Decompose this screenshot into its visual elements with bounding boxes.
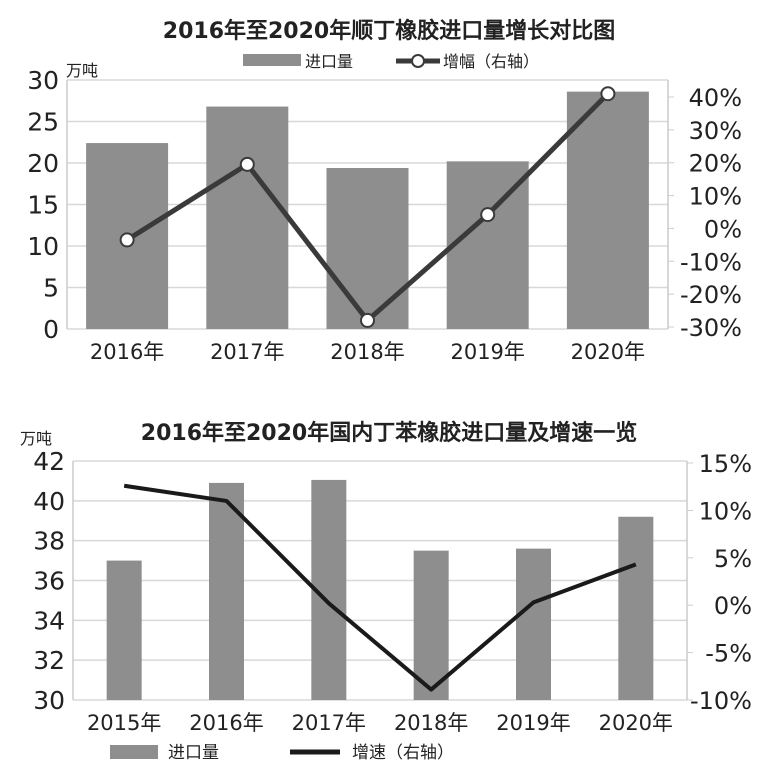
y-tick-label: 30 <box>33 686 65 715</box>
line-marker <box>600 86 616 102</box>
y2-tick-label: -10% <box>680 248 742 276</box>
line-series <box>123 483 637 692</box>
x-tick-label: 2018年 <box>394 711 468 735</box>
y-tick-label: 0 <box>43 315 59 344</box>
bar <box>209 482 244 700</box>
y-tick-label: 42 <box>33 447 65 476</box>
y2-tick-label: 5% <box>714 545 752 573</box>
y-tick-label: 30 <box>27 66 59 95</box>
chart-2-ylabel: 万吨 <box>20 429 52 448</box>
bar <box>326 167 409 329</box>
x-tick-label: 2015年 <box>87 711 161 735</box>
y2-tick-label: 30% <box>689 117 742 145</box>
bar <box>516 548 551 700</box>
chart-1: 2016年至2020年顺丁橡胶进口量增长对比图 万吨 进口量 增幅（右轴） 0 5… <box>27 18 742 364</box>
y-tick-label: 36 <box>33 567 65 596</box>
x-tick-label: 2017年 <box>210 340 284 364</box>
chart-2-title: 2016年至2020年国内丁苯橡胶进口量及增速一览 <box>141 420 637 446</box>
y2-tick-label: -5% <box>705 640 752 668</box>
y-tick-label: 32 <box>33 646 65 675</box>
x-tick-label: 2017年 <box>292 711 366 735</box>
legend-bar-swatch <box>110 745 158 759</box>
chart-1-ylabel: 万吨 <box>66 61 98 80</box>
line-marker <box>360 312 375 328</box>
y-tick-label: 40 <box>33 487 65 516</box>
bar <box>413 550 449 700</box>
y2-tick-label: 0% <box>704 215 742 243</box>
y2-tick-label: 0% <box>714 592 752 620</box>
y2-tick-label: 10% <box>699 497 752 525</box>
y2-tick-label: -30% <box>680 314 742 342</box>
legend-line-label: 增速（右轴） <box>352 743 454 763</box>
y-tick-label: 10 <box>27 232 59 261</box>
x-tick-label: 2019年 <box>450 340 524 364</box>
legend-bar-label: 进口量 <box>305 52 353 71</box>
y2-tick-label: 10% <box>689 183 742 211</box>
chart-1-title: 2016年至2020年顺丁橡胶进口量增长对比图 <box>163 18 615 44</box>
x-tick-label: 2019年 <box>496 711 570 735</box>
legend-bar-swatch <box>243 54 301 66</box>
y-tick-label: 15 <box>27 191 59 220</box>
chart-2: 2016年至2020年国内丁苯橡胶进口量及增速一览 万吨 进口量 增速（右轴） … <box>20 420 752 763</box>
y-tick-label: 20 <box>27 149 59 178</box>
bar <box>618 516 654 700</box>
y-tick-label: 34 <box>33 606 65 635</box>
legend-line-label: 增幅（右轴） <box>443 52 539 71</box>
legend-bar-label: 进口量 <box>168 743 219 763</box>
line-marker <box>239 156 255 172</box>
legend-line-marker <box>411 54 425 68</box>
y2-tick-label: -20% <box>680 281 742 309</box>
bar <box>566 91 649 330</box>
y-tick-label: 25 <box>27 108 59 137</box>
y2-tick-label: 40% <box>689 84 742 112</box>
y2-tick-label: -10% <box>690 687 752 715</box>
bar <box>106 560 142 700</box>
x-tick-label: 2020年 <box>571 340 645 364</box>
bar <box>206 106 289 329</box>
y-tick-label: 5 <box>43 274 59 303</box>
x-tick-label: 2020年 <box>599 711 673 735</box>
y2-tick-label: 20% <box>689 150 742 178</box>
y-tick-label: 38 <box>33 527 65 556</box>
x-tick-label: 2016年 <box>90 340 164 364</box>
x-tick-label: 2016年 <box>189 711 263 735</box>
line-marker <box>480 207 496 223</box>
y2-tick-label: 15% <box>699 450 752 478</box>
x-tick-label: 2018年 <box>330 340 404 364</box>
line-marker <box>119 232 135 248</box>
